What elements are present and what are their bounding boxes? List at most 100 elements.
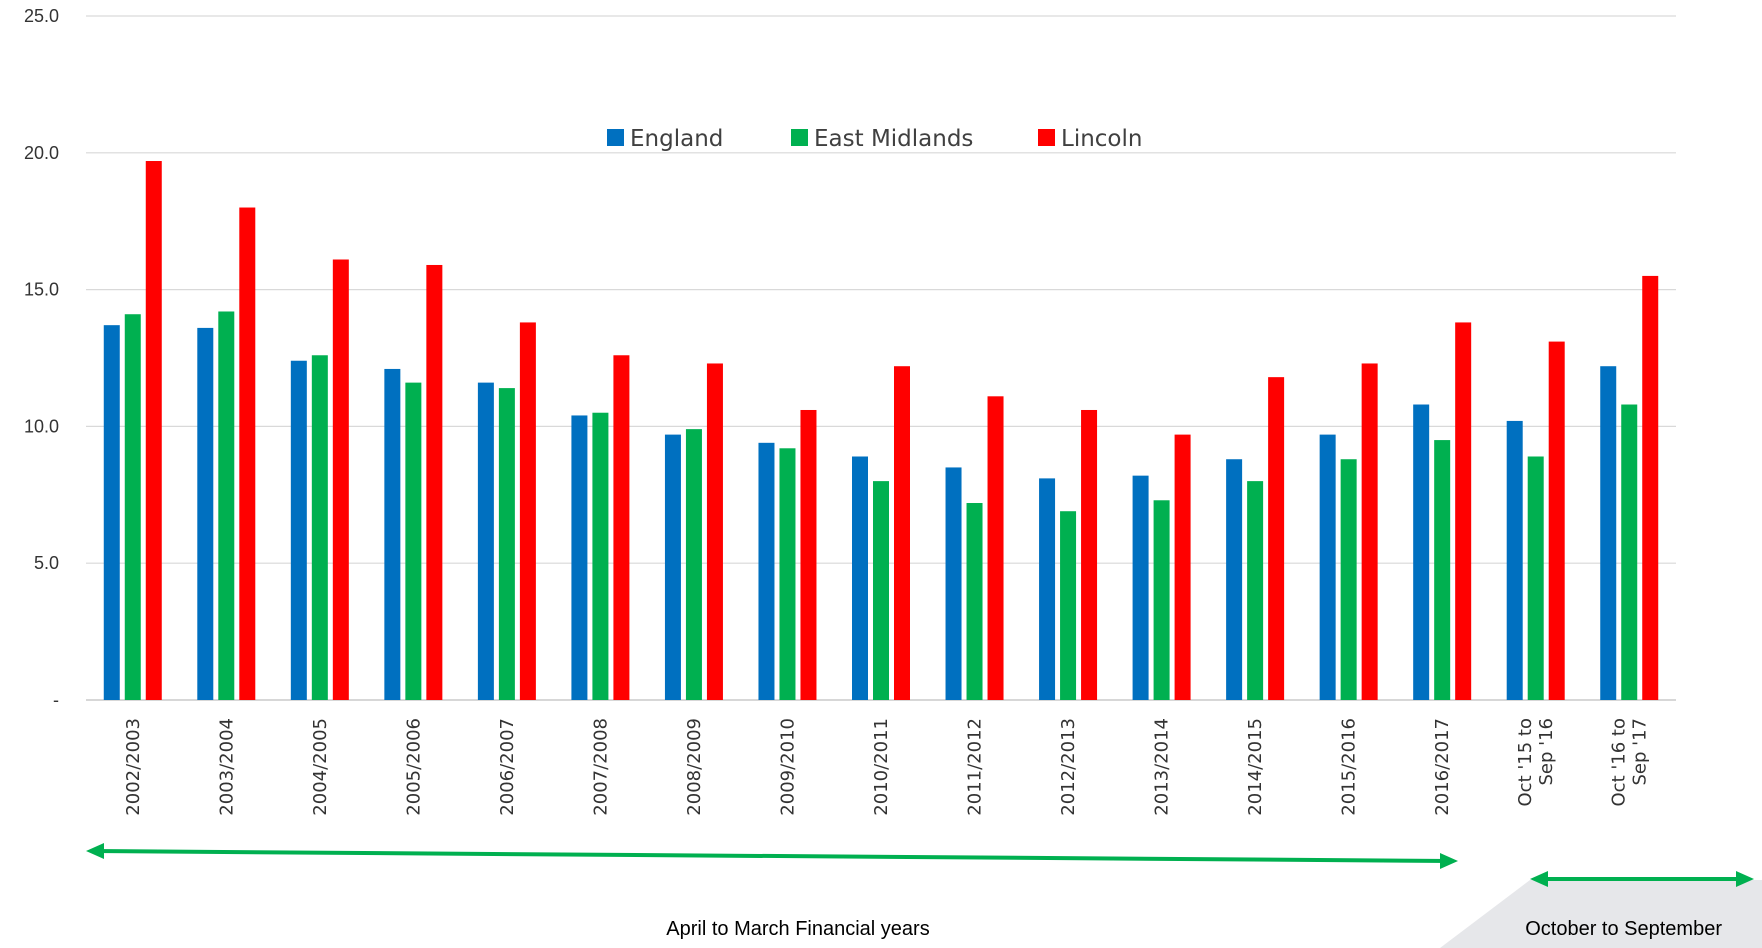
legend-item: Lincoln [1038,126,1142,152]
bar-lincoln [239,207,256,700]
x-tick-label: 2010/2011 [871,718,892,816]
x-tick-label: 2008/2009 [684,718,705,816]
bar-east-midlands [779,448,796,700]
x-tick-label-line: 2012/2013 [1058,718,1079,816]
bar-east-midlands [873,481,889,700]
x-tick-label: Oct '15 to Sep '16 [1515,718,1557,807]
bar-lincoln [145,161,162,700]
x-tick-label: 2012/2013 [1058,718,1079,816]
bar-england [1319,434,1336,700]
bar-england [1039,478,1056,700]
x-tick-label: 2013/2014 [1152,718,1173,816]
x-tick-label: 2016/2017 [1432,718,1453,816]
bar-east-midlands [1247,481,1264,700]
x-tick-label-line: Oct '16 to [1609,718,1630,807]
bar-england [1600,366,1617,700]
legend-swatch [607,129,624,146]
x-tick-label-line: 2013/2014 [1152,718,1173,816]
bar-lincoln [894,366,910,700]
x-tick-label: 2003/2004 [216,718,237,816]
october-september-label: October to September [1525,918,1722,940]
bar-england [290,360,307,700]
legend-item: England [607,126,723,152]
bar-england [197,327,214,700]
gridlines [86,15,1676,701]
x-tick-label-line: 2009/2010 [777,718,798,816]
x-tick-label: 2015/2016 [1339,718,1360,816]
x-tick-label-line: Oct '15 to [1515,718,1536,807]
bar-england [103,325,120,700]
x-tick-label: 2005/2006 [403,718,424,816]
bar-east-midlands [218,311,235,700]
bar-england [384,368,401,700]
bar-east-midlands [1434,440,1451,700]
x-tick-label-line: 2015/2016 [1339,718,1360,816]
bar-england [1226,459,1243,700]
bar-east-midlands [685,429,702,700]
x-tick-label-line: 2014/2015 [1245,718,1266,816]
bar-lincoln [1081,409,1098,700]
bar-east-midlands [1527,456,1544,700]
bar-lincoln [706,363,723,700]
legend-label: East Midlands [814,126,973,152]
x-tick-label-line: 2002/2003 [123,718,144,816]
x-tick-label-line: Sep '16 [1536,718,1557,786]
bar-lincoln [519,322,536,700]
bar-lincoln [613,355,630,700]
x-tick-label: 2011/2012 [965,718,986,816]
bar-england [477,382,494,700]
y-tick-label: 10.0 [24,416,59,436]
y-axis-ticks: - 5.0 10.0 15.0 20.0 25.0 [24,6,59,710]
x-tick-label-line: 2016/2017 [1432,718,1453,816]
x-tick-label: 2014/2015 [1245,718,1266,816]
x-tick-label-line: 2003/2004 [216,718,237,816]
bar-lincoln [1361,363,1378,700]
bar-lincoln [1174,434,1191,700]
bars [103,161,1659,700]
legend-swatch [791,129,808,146]
x-tick-label: 2006/2007 [497,718,518,816]
bar-england [1132,475,1149,700]
y-tick-label: 15.0 [24,280,59,300]
legend-label: England [630,126,723,152]
bar-lincoln [987,396,1004,700]
bar-england [1413,404,1430,700]
x-tick-label: 2009/2010 [777,718,798,816]
x-tick-label-line: 2005/2006 [403,718,424,816]
bar-lincoln [1548,341,1565,700]
bar-lincoln [332,259,349,700]
x-tick-label-line: Sep '17 [1630,718,1651,786]
legend-item: East Midlands [791,126,973,152]
y-tick-label: 20.0 [24,143,59,163]
x-tick-label-line: 2008/2009 [684,718,705,816]
bar-england [664,434,681,700]
x-tick-label: 2004/2005 [310,718,331,816]
x-tick-label-line: 2010/2011 [871,718,892,816]
financial-years-arrow [86,843,1458,869]
legend-swatch [1038,129,1055,146]
bar-lincoln [800,409,817,700]
october-september-arrow [1530,871,1754,887]
bar-england [1506,420,1523,700]
bar-england [945,467,962,700]
bar-lincoln [1455,322,1472,700]
bar-lincoln [1268,377,1285,700]
x-tick-label: 2007/2008 [590,718,611,816]
bar-lincoln [426,264,443,700]
y-tick-label: - [53,690,59,710]
x-tick-label-line: 2004/2005 [310,718,331,816]
bar-east-midlands [1621,404,1638,700]
annotation-background-shape [1440,880,1762,948]
x-tick-label: 2002/2003 [123,718,144,816]
legend-label: Lincoln [1061,126,1142,152]
bar-east-midlands [498,388,515,700]
period-annotations: April to March Financial years October t… [86,843,1754,940]
bar-lincoln [1642,275,1659,700]
x-tick-label-line: 2007/2008 [590,718,611,816]
bar-england [758,442,775,700]
bar-east-midlands [405,382,422,700]
bar-east-midlands [1153,500,1170,700]
y-tick-label: 25.0 [24,6,59,26]
bar-east-midlands [966,503,983,700]
